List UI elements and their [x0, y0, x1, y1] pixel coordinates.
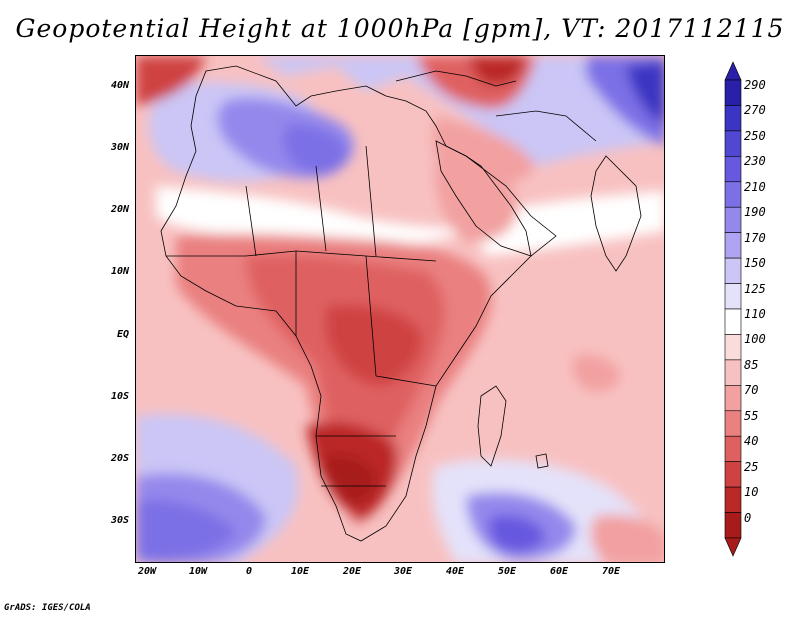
- colorbar-level-label: 150: [744, 256, 766, 271]
- lon-label-30e: 30E: [393, 566, 413, 577]
- colorbar-level-label: 125: [744, 281, 766, 296]
- lon-label-0: 0: [245, 566, 253, 577]
- lat-label-10n: 10N: [110, 266, 129, 277]
- colorbar-swatch: [724, 512, 742, 539]
- colorbar-swatch: [724, 257, 742, 284]
- colorbar-swatch: [724, 181, 742, 208]
- lon-label-20e: 20E: [342, 566, 362, 577]
- map-panel: [135, 55, 665, 563]
- lon-label-60e: 60E: [549, 566, 569, 577]
- lat-label-40n: 40N: [110, 80, 129, 91]
- lon-label-70e: 70E: [601, 566, 621, 577]
- colorbar-level-label: 85: [744, 357, 759, 372]
- colorbar-swatch: [724, 206, 742, 233]
- colorbar-level-label: 190: [744, 205, 766, 220]
- colorbar-swatch: [724, 486, 742, 513]
- lat-label-30s: 30S: [110, 515, 129, 526]
- colorbar-swatch: [724, 410, 742, 437]
- colorbar-level-label: 290: [744, 78, 766, 92]
- colorbar-swatch: [724, 105, 742, 132]
- colorbar-swatch: [724, 79, 742, 106]
- height-contours: [136, 56, 664, 562]
- colorbar: [724, 61, 742, 557]
- colorbar-level-label: 25: [744, 459, 759, 474]
- colorbar-level-label: 270: [744, 103, 766, 118]
- colorbar-swatch: [724, 435, 742, 462]
- colorbar-level-label: 100: [744, 332, 766, 347]
- lat-label-20s: 20S: [110, 453, 129, 464]
- colorbar-swatch: [724, 385, 742, 412]
- country-boundaries: [160, 65, 642, 542]
- lat-label-30n: 30N: [110, 142, 129, 153]
- lat-label-20n: 20N: [110, 204, 129, 215]
- colorbar-level-label: 40: [744, 434, 759, 449]
- colorbar-max-arrow: [724, 61, 742, 81]
- colorbar-level-label: 210: [744, 179, 766, 194]
- colorbar-level-label: 70: [744, 383, 759, 398]
- lat-label-eq: EQ: [116, 329, 129, 340]
- colorbar-level-label: 110: [744, 307, 766, 321]
- colorbar-level-label: 55: [744, 408, 759, 423]
- lon-label-50e: 50E: [497, 566, 517, 577]
- lon-label-10e: 10E: [290, 566, 310, 577]
- grads-credit: GrADS: IGES/COLA: [4, 603, 91, 613]
- geopotential-field-map: [136, 56, 664, 562]
- colorbar-swatch: [724, 359, 742, 386]
- colorbar-level-label: 10: [744, 485, 759, 500]
- colorbar-swatch: [724, 308, 742, 335]
- colorbar-swatch: [724, 156, 742, 183]
- lon-label-40e: 40E: [445, 566, 465, 577]
- plot-title: Geopotential Height at 1000hPa [gpm], VT…: [15, 14, 785, 43]
- colorbar-swatch: [724, 334, 742, 361]
- lon-label-10w: 10W: [188, 566, 208, 577]
- colorbar-level-label: 170: [744, 230, 766, 245]
- colorbar-level-label: 230: [744, 154, 766, 169]
- colorbar-swatch: [724, 283, 742, 310]
- colorbar-min-arrow: [724, 537, 742, 557]
- colorbar-level-label: 250: [744, 128, 766, 143]
- colorbar-swatch: [724, 461, 742, 488]
- colorbar-swatch: [724, 130, 742, 157]
- lat-label-10s: 10S: [110, 391, 129, 402]
- lon-label-20w: 20W: [137, 566, 157, 577]
- colorbar-level-label: 0: [744, 510, 752, 525]
- colorbar-swatch: [724, 232, 742, 259]
